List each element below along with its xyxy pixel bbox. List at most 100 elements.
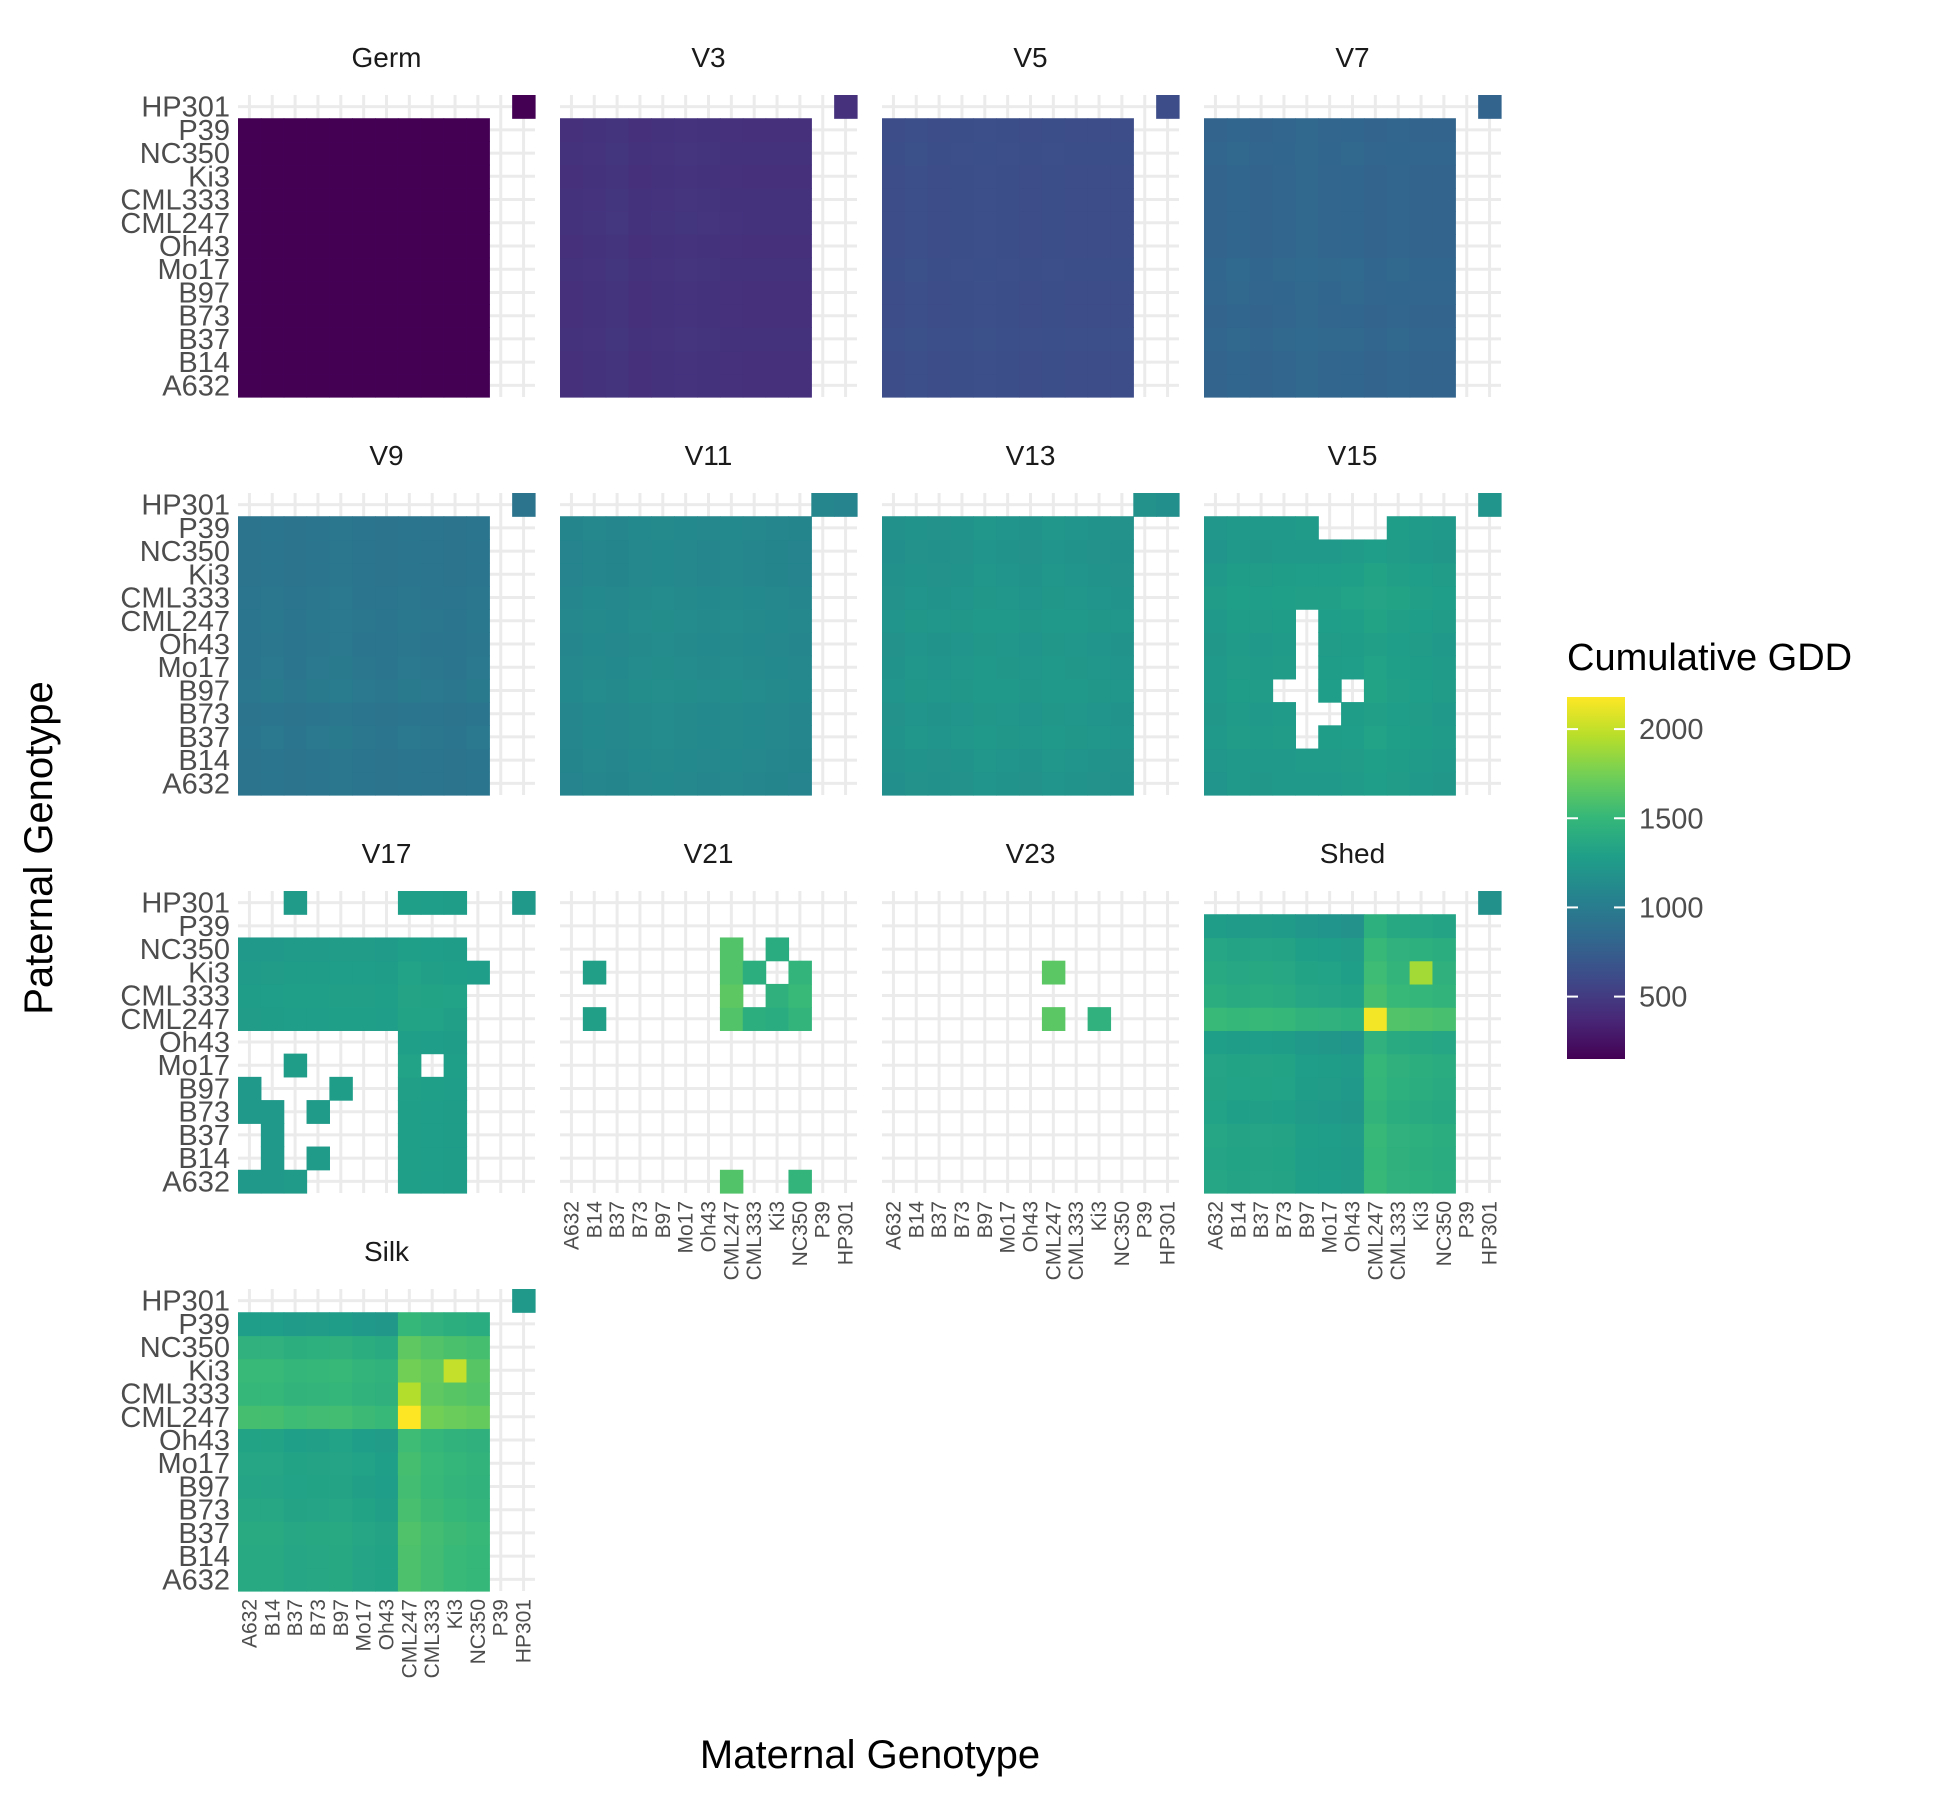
heatmap-cell [882,211,906,235]
heatmap-cell [996,725,1020,750]
heatmap-cell [1432,914,1456,939]
heatmap-cell [582,304,607,328]
heatmap-cell [973,118,997,143]
heatmap-cell [1363,1100,1388,1124]
heatmap-cell [352,562,376,587]
heatmap-cell [420,257,445,282]
heatmap-cell [1363,118,1388,143]
heatmap-cell [1386,257,1411,282]
heatmap-cell [605,234,630,259]
heatmap-cell [1432,1123,1456,1148]
y-tick-label: B37 [178,1518,230,1550]
heatmap-cell [420,516,445,541]
heatmap-cell [1249,187,1274,212]
heatmap-cell [443,585,468,610]
y-tick-label: HP301 [141,1286,230,1318]
heatmap-cell [1272,539,1296,564]
heatmap-cell [719,187,744,212]
panel-v17: V17A632B14B37B73B97Mo17Oh43CML247CML333K… [120,838,536,1198]
heatmap-cell [306,304,330,328]
heatmap-cell [582,118,607,143]
heatmap-cell [466,164,490,189]
heatmap-cell [352,725,376,750]
heatmap-cell [788,211,812,235]
heatmap-cell [1272,585,1296,610]
heatmap-cell [1249,585,1274,610]
heatmap-cell [397,562,422,587]
heatmap-cell [238,1312,262,1337]
panel-v15: V15 [1204,440,1502,796]
heatmap-cell [560,373,584,398]
heatmap-cell [1295,1053,1319,1078]
heatmap-cell [1041,562,1066,587]
heatmap-cell [996,304,1020,328]
heatmap-cell [397,1030,422,1055]
heatmap-cell [1087,516,1112,541]
heatmap-cell [904,234,929,259]
heatmap-cell [582,609,607,633]
heatmap-cell [1295,1100,1319,1124]
heatmap-cell [375,327,399,352]
heatmap-cell [420,748,445,773]
heatmap-cell [306,1521,330,1546]
heatmap-cell [1295,280,1319,305]
heatmap-cell [697,748,721,773]
heatmap-cell [512,493,536,517]
heatmap-cell [352,1521,376,1546]
heatmap-cell [397,304,422,328]
heatmap-cell [742,562,767,587]
heatmap-cell [420,1381,445,1406]
heatmap-cell [582,960,607,985]
y-tick-label: CML247 [120,606,230,638]
heatmap-cell [352,211,376,235]
heatmap-cell [1226,632,1251,657]
heatmap-cell [560,141,584,166]
heatmap-cell [560,562,584,587]
heatmap-cell [973,562,997,587]
heatmap-cell [375,257,399,282]
heatmap-cell [1249,118,1274,143]
heatmap-cell [260,1381,285,1406]
heatmap-cell [788,655,812,680]
heatmap-cell [1204,1053,1228,1078]
heatmap-cell [1110,702,1134,726]
heatmap-cell [420,562,445,587]
heatmap-cell [674,350,698,375]
heatmap-cell [1110,350,1134,375]
heatmap-cell [1295,118,1319,143]
heatmap-cell [765,373,790,398]
heatmap-cell [605,187,630,212]
heatmap-cell [283,304,308,328]
heatmap-cell [765,234,790,259]
heatmap-cell [927,164,952,189]
heatmap-cell [1295,748,1319,773]
heatmap-cell [306,1428,330,1453]
heatmap-cell [788,725,812,750]
heatmap-cell [443,327,468,352]
heatmap-cell [1204,539,1228,564]
heatmap-cell [674,678,698,703]
y-tick-label: B97 [178,1471,230,1503]
heatmap-cell [397,891,422,915]
heatmap-cell [420,1428,445,1453]
heatmap-cell [466,748,490,773]
heatmap-cell [1204,655,1228,680]
heatmap-cell [1204,748,1228,773]
heatmap-cell [1341,141,1365,166]
heatmap-cell [443,771,468,796]
heatmap-cell [719,937,744,962]
x-tick-label: NC350 [467,1599,490,1664]
heatmap-cell [329,725,353,750]
heatmap-cell [466,1474,490,1499]
heatmap-cell [1363,983,1388,1008]
heatmap-cell [1341,983,1365,1008]
heatmap-cell [1110,234,1134,259]
heatmap-cell [927,234,952,259]
heatmap-cell [329,585,353,610]
heatmap-cell [443,1451,468,1476]
heatmap-cell [1204,373,1228,398]
heatmap-cell [420,1100,445,1124]
x-tick-label: B14 [261,1599,284,1637]
heatmap-cell [719,725,744,750]
heatmap-cell [443,678,468,703]
